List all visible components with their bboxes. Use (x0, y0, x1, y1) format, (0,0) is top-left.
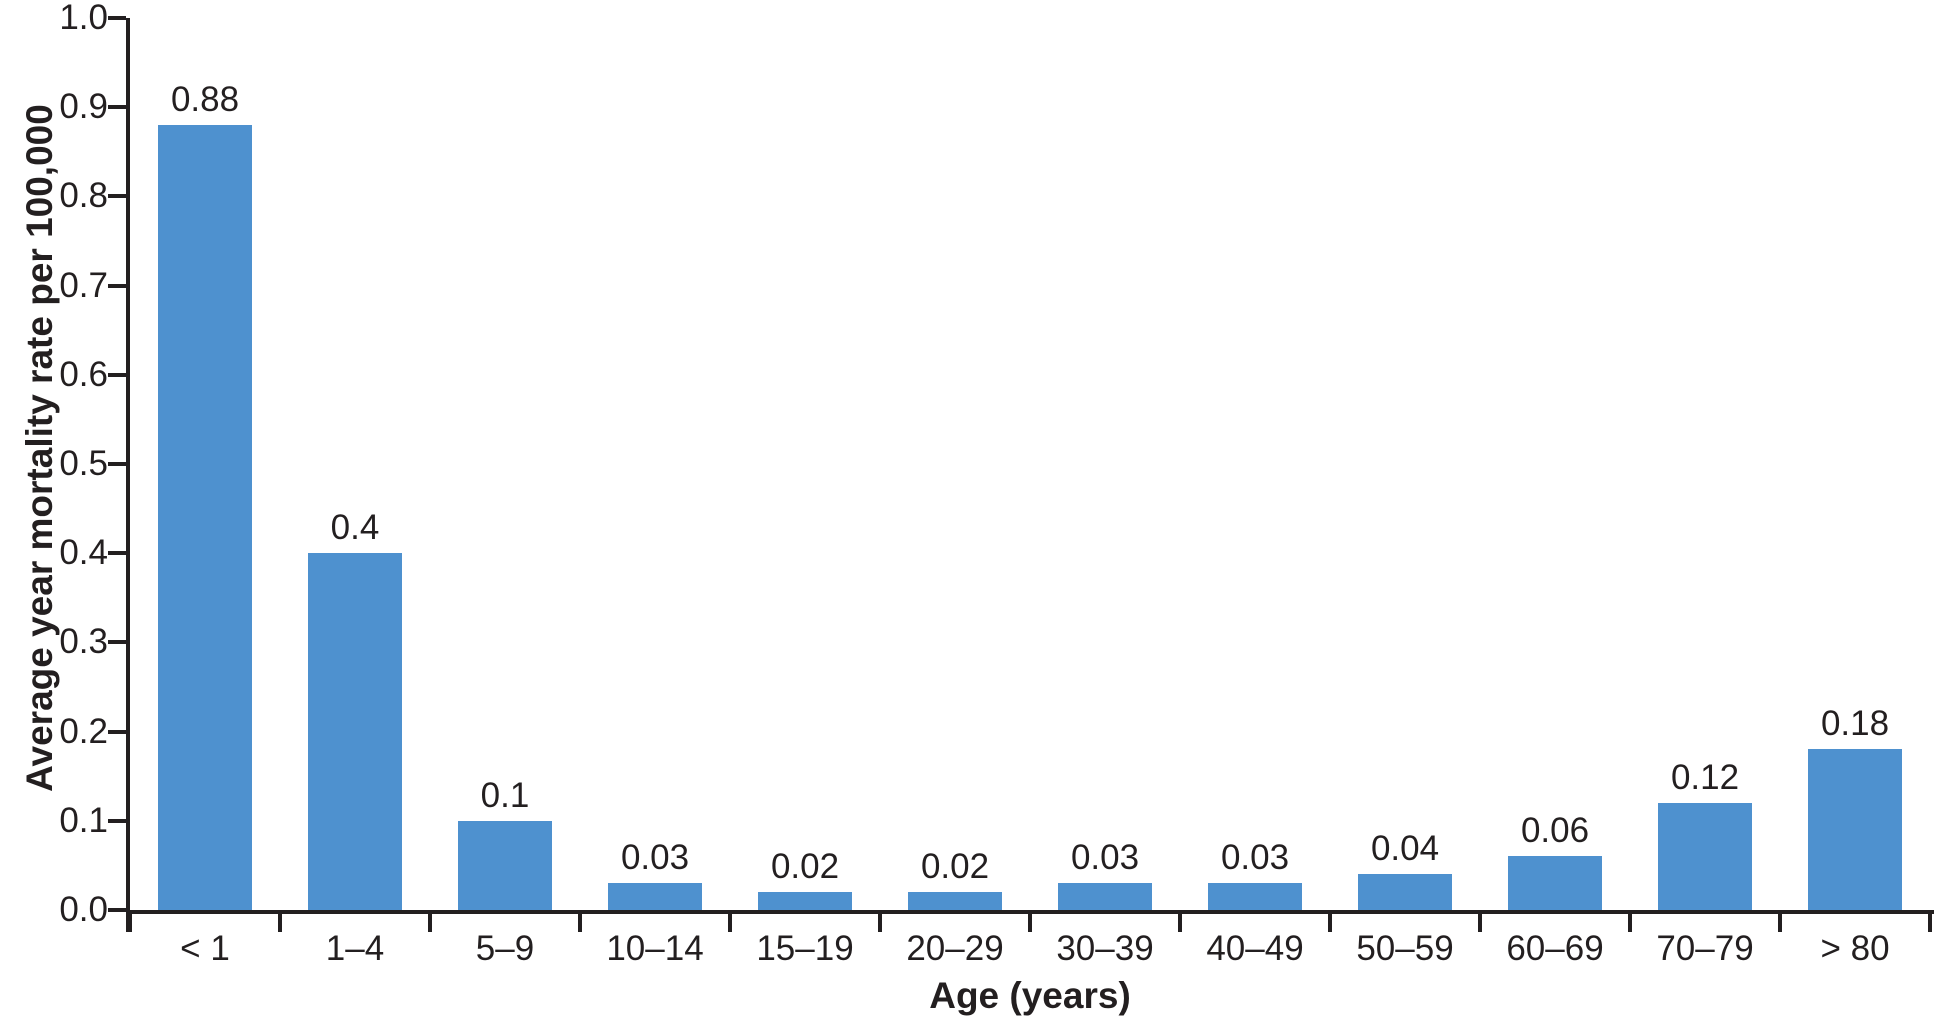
y-tick-label: 0.1 (59, 800, 108, 840)
bar (1058, 883, 1152, 910)
y-tick (108, 372, 126, 377)
bar-value-label: 0.03 (620, 838, 690, 878)
x-tick (1478, 914, 1482, 932)
x-tick (1928, 914, 1932, 932)
x-category-label: > 80 (1820, 929, 1890, 968)
x-axis-line (126, 910, 1934, 914)
y-axis-line (126, 18, 130, 932)
bar-value-label: 0.12 (1670, 757, 1740, 797)
x-tick (128, 914, 132, 932)
x-tick (728, 914, 732, 932)
bar (458, 820, 552, 910)
bar (758, 892, 852, 910)
x-category-label: 40–49 (1206, 929, 1304, 968)
y-tick-label: 0.3 (59, 622, 108, 662)
bar (308, 553, 402, 910)
bar-value-label: 0.4 (330, 508, 380, 548)
bar-value-label: 0.02 (770, 847, 840, 887)
bar-group: 0.1 (430, 18, 580, 910)
x-category-label: 70–79 (1656, 929, 1754, 968)
y-tick-label: 0.0 (59, 890, 108, 929)
bar (1358, 874, 1452, 910)
y-tick-label: 0.2 (59, 711, 108, 751)
x-category-label: 60–69 (1506, 929, 1604, 968)
y-tick (108, 908, 126, 912)
y-tick (108, 640, 126, 645)
y-tick-label: 1.0 (59, 0, 108, 37)
y-tick (108, 194, 126, 199)
bar-group: 0.02 (730, 18, 880, 910)
bar-value-label: 0.02 (920, 847, 990, 887)
x-category-label: 1–4 (325, 929, 385, 968)
x-category-label: 50–59 (1356, 929, 1454, 968)
x-tick (1178, 914, 1182, 932)
y-tick (108, 283, 126, 288)
bar (1658, 802, 1752, 910)
x-category-label: 5–9 (475, 929, 535, 968)
x-tick (1028, 914, 1032, 932)
bar (608, 883, 702, 910)
x-category-label: < 1 (180, 929, 230, 968)
bar (1208, 883, 1302, 910)
bar (1808, 749, 1902, 910)
x-category-label: 30–39 (1056, 929, 1154, 968)
x-tick (878, 914, 882, 932)
bar-group: 0.88 (130, 18, 280, 910)
x-tick (278, 914, 282, 932)
x-tick (578, 914, 582, 932)
bar-group: 0.02 (880, 18, 1030, 910)
y-tick-label: 0.8 (59, 176, 108, 216)
x-category-label: 10–14 (606, 929, 704, 968)
bar-group: 0.03 (580, 18, 730, 910)
x-tick (1328, 914, 1332, 932)
bar-group: 0.12 (1630, 18, 1780, 910)
bar-group: 0.03 (1030, 18, 1180, 910)
y-tick (108, 105, 126, 110)
y-tick-label: 0.5 (59, 444, 108, 483)
x-tick (1778, 914, 1782, 932)
bar-value-label: 0.1 (480, 775, 530, 815)
y-tick-label: 0.4 (59, 533, 108, 573)
bar-group: 0.04 (1330, 18, 1480, 910)
x-category-label: 20–29 (906, 929, 1004, 968)
bar-value-label: 0.88 (170, 80, 240, 120)
bar-value-label: 0.06 (1520, 811, 1590, 851)
x-tick (1628, 914, 1632, 932)
y-tick (108, 16, 126, 20)
x-category-label: 15–19 (756, 929, 854, 968)
bar (908, 892, 1002, 910)
bar (158, 125, 252, 910)
x-axis-title: Age (years) (929, 975, 1131, 1016)
bar (1508, 856, 1602, 910)
y-tick (108, 729, 126, 734)
bar-value-label: 0.04 (1370, 829, 1440, 869)
y-tick (108, 818, 126, 823)
x-tick (428, 914, 432, 932)
bar-group: 0.06 (1480, 18, 1630, 910)
y-tick-label: 0.6 (59, 354, 108, 394)
bar-group: 0.4 (280, 18, 430, 910)
bar-value-label: 0.03 (1070, 838, 1140, 878)
bar-value-label: 0.03 (1220, 838, 1290, 878)
y-tick-label: 0.7 (59, 265, 108, 305)
bar-group: 0.03 (1180, 18, 1330, 910)
y-tick (108, 551, 126, 556)
bar-group: 0.18 (1780, 18, 1930, 910)
y-tick (108, 462, 126, 466)
y-tick-label: 0.9 (59, 87, 108, 127)
bar-value-label: 0.18 (1820, 704, 1890, 744)
